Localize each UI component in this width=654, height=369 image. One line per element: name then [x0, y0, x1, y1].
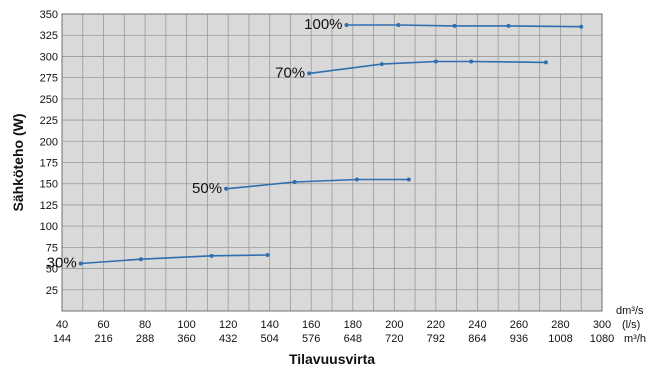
data-point [209, 253, 214, 258]
series-label: 70% [275, 64, 305, 81]
x-tick-label-m3h: 360 [177, 333, 195, 345]
x-tick-label: 180 [344, 319, 362, 331]
x-tick-label: 260 [510, 319, 528, 331]
x-tick-label-m3h: 864 [468, 333, 486, 345]
x-tick-label-m3h: 720 [385, 333, 403, 345]
x-tick-label: 200 [385, 319, 403, 331]
y-axis-title: Sähköteho (W) [10, 114, 26, 212]
data-point [224, 186, 229, 191]
y-tick-label: 350 [40, 9, 58, 21]
x-tick-label-m3h: 1080 [590, 333, 614, 345]
x-axis-title: Tilavuusvirta [289, 351, 375, 367]
y-tick-label: 325 [40, 30, 58, 42]
y-tick-label: 75 [46, 242, 58, 254]
y-tick-label: 100 [40, 221, 58, 233]
data-point [344, 23, 349, 28]
y-tick-label: 225 [40, 115, 58, 127]
data-point [354, 177, 359, 182]
x-tick-label: 140 [261, 319, 279, 331]
x-tick-label: 40 [56, 319, 68, 331]
x-tick-label: 240 [468, 319, 486, 331]
series-label: 50% [192, 180, 222, 197]
x-tick-label: 300 [593, 319, 611, 331]
x-tick-label-m3h: 576 [302, 333, 320, 345]
series-label: 30% [47, 254, 77, 271]
x-unit-dm3s: dm³/s [616, 305, 644, 317]
x-tick-label-m3h: 288 [136, 333, 154, 345]
x-unit-ls: (l/s) [622, 319, 640, 331]
y-tick-label: 50 [46, 264, 58, 276]
y-tick-label: 250 [40, 94, 58, 106]
y-tick-label: 200 [40, 136, 58, 148]
x-tick-label: 160 [302, 319, 320, 331]
x-tick-label-m3h: 432 [219, 333, 237, 345]
data-point [579, 24, 584, 29]
x-tick-label-m3h: 504 [261, 333, 279, 345]
x-tick-label: 60 [97, 319, 109, 331]
x-tick-label: 80 [139, 319, 151, 331]
x-tick-label: 100 [177, 319, 195, 331]
x-tick-label-m3h: 936 [510, 333, 528, 345]
x-tick-label-m3h: 648 [344, 333, 362, 345]
x-tick-label-m3h: 792 [427, 333, 445, 345]
data-point [406, 177, 411, 182]
data-point [265, 252, 270, 257]
data-point [292, 180, 297, 185]
data-point [379, 62, 384, 67]
y-tick-label: 300 [40, 51, 58, 63]
data-point [506, 23, 511, 28]
data-point [307, 71, 312, 76]
data-point [452, 23, 457, 28]
series-label: 100% [304, 16, 342, 33]
x-tick-label-m3h: 144 [53, 333, 71, 345]
x-unit-m3h: m³/h [624, 333, 646, 345]
x-tick-label-m3h: 1008 [548, 333, 572, 345]
y-tick-label: 25 [46, 285, 58, 297]
y-tick-label: 175 [40, 158, 58, 170]
data-point [543, 60, 548, 65]
y-tick-label: 275 [40, 73, 58, 85]
x-tick-label: 220 [427, 319, 445, 331]
plot-frame [61, 13, 603, 312]
x-tick-label-m3h: 216 [94, 333, 112, 345]
data-point [78, 261, 83, 266]
x-tick-label: 280 [551, 319, 569, 331]
x-tick-label: 120 [219, 319, 237, 331]
data-point [138, 257, 143, 262]
y-tick-label: 125 [40, 200, 58, 212]
series-line [80, 254, 268, 265]
data-point [433, 59, 438, 64]
data-point [469, 59, 474, 64]
data-point [396, 23, 401, 28]
series-line [226, 178, 409, 190]
y-tick-label: 150 [40, 179, 58, 191]
